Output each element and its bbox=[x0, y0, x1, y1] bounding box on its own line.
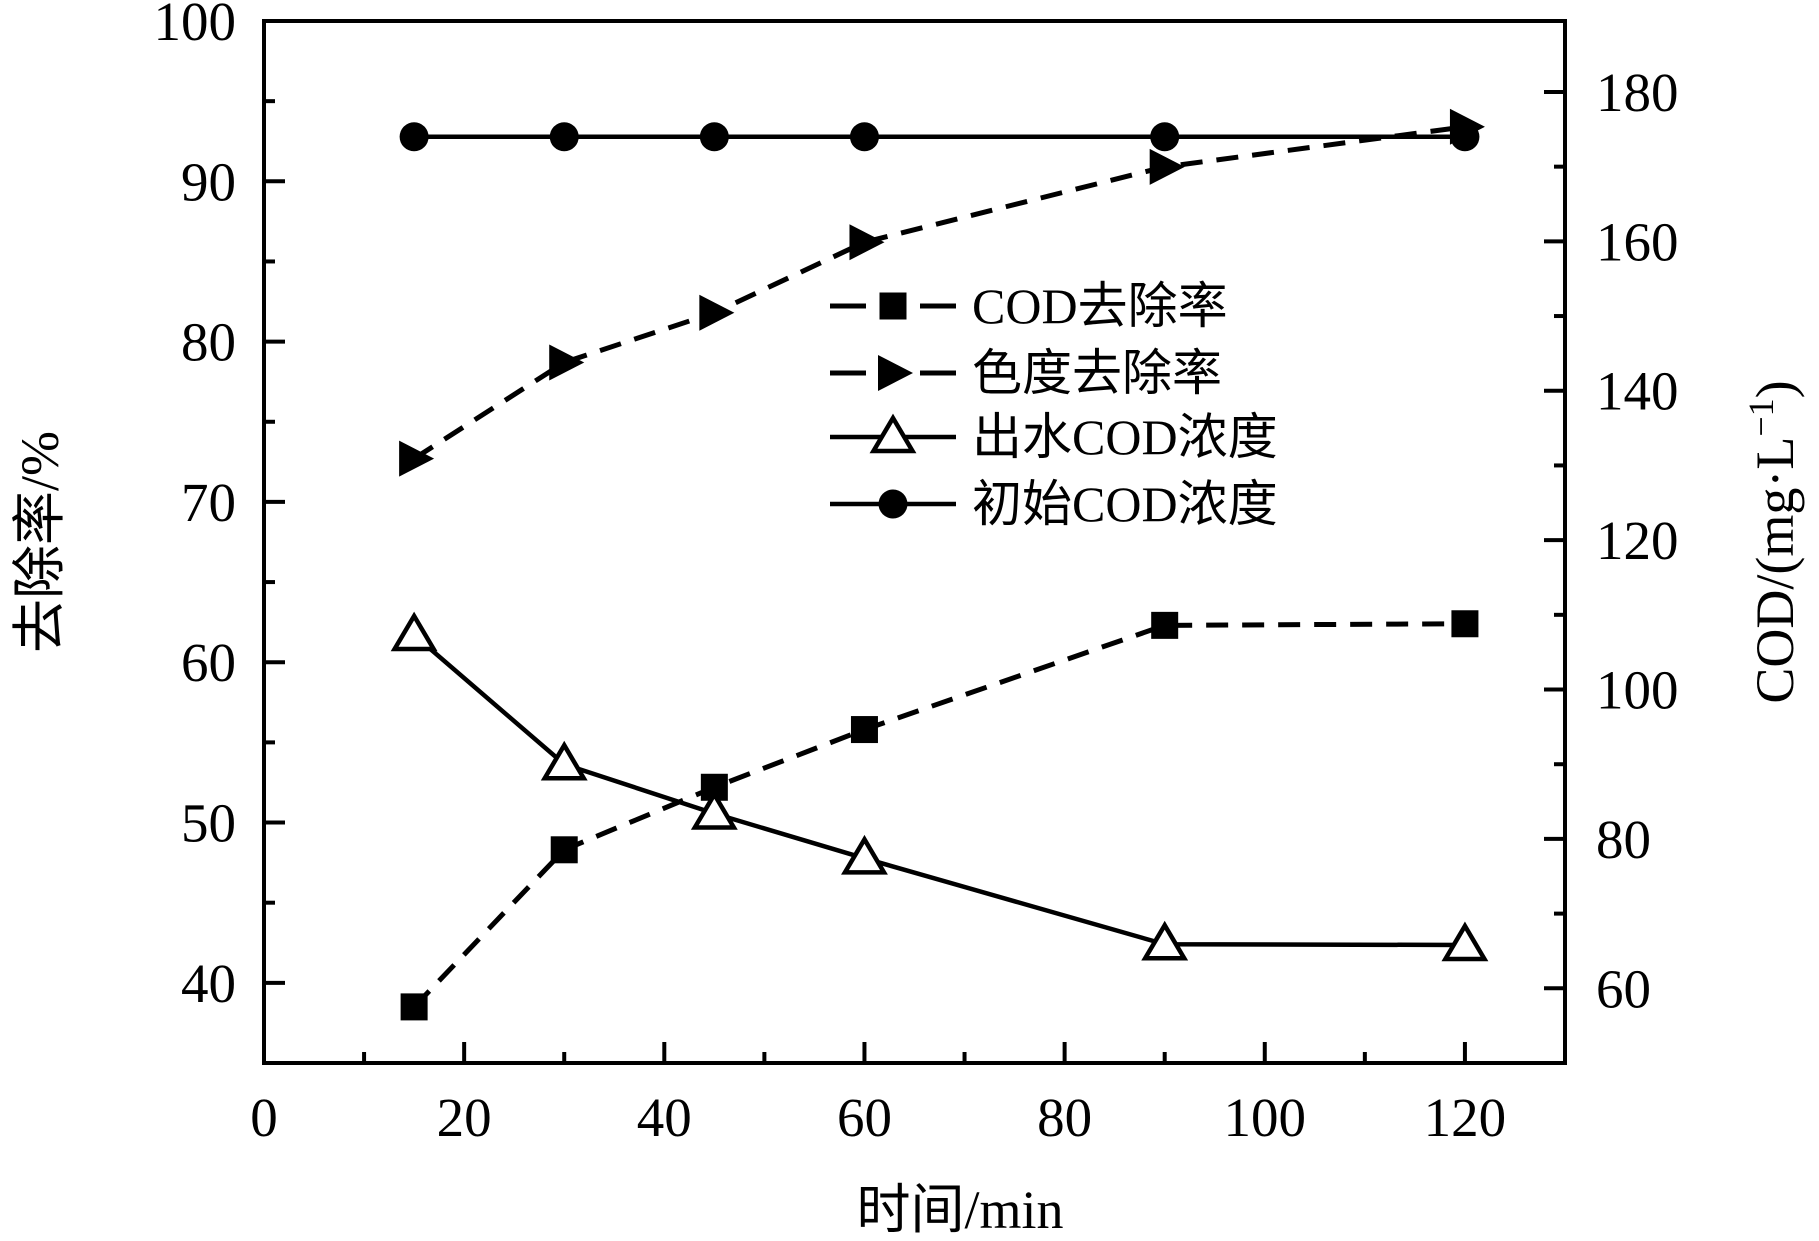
y-left-axis-title: 去除率/% bbox=[10, 431, 70, 653]
data-point-marker-open-triangle bbox=[540, 740, 588, 781]
tick-labels: 0 20 40 60 80 100 120 40 50 60 70 80 90 100 60 80 100 120… bbox=[154, 0, 1679, 1148]
x-tick-label: 60 bbox=[837, 1087, 892, 1148]
x-tick-label: 40 bbox=[637, 1087, 692, 1148]
data-point-marker-circle bbox=[699, 122, 729, 152]
y-left-tick-label: 90 bbox=[181, 151, 236, 212]
plot-border bbox=[262, 19, 1567, 1065]
y-left-tick-label: 80 bbox=[181, 312, 236, 373]
data-point-marker-square bbox=[550, 836, 578, 864]
axis-ticks bbox=[262, 19, 1565, 1063]
legend-label: 出水COD浓度 bbox=[972, 409, 1278, 465]
series-line bbox=[412, 633, 1465, 948]
data-point-marker-circle bbox=[399, 122, 429, 152]
data-point-marker-right-triangle bbox=[699, 294, 735, 331]
y-right-tick-label: 80 bbox=[1596, 809, 1651, 870]
series-chroma-removal-rate bbox=[399, 108, 1485, 477]
data-point-marker-open-triangle bbox=[841, 834, 888, 875]
y-left-tick-label: 70 bbox=[181, 472, 236, 533]
x-tick-label: 120 bbox=[1424, 1087, 1507, 1148]
data-point-marker-right-triangle bbox=[1149, 148, 1185, 185]
x-tick-label: 20 bbox=[437, 1087, 492, 1148]
legend-item-initial-cod: 初始COD浓度 bbox=[830, 476, 1278, 532]
y-right-tick-label: 60 bbox=[1596, 958, 1651, 1019]
legend-label: COD去除率 bbox=[972, 278, 1228, 334]
series-cod-removal-rate bbox=[400, 610, 1479, 1021]
series-effluent-cod bbox=[390, 611, 1489, 962]
data-point-marker-circle bbox=[549, 122, 579, 152]
legend-item-cod-removal-rate: COD去除率 bbox=[830, 278, 1228, 334]
data-point-marker-square bbox=[850, 716, 878, 744]
x-tick-label: 80 bbox=[1037, 1087, 1092, 1148]
data-point-marker-circle bbox=[1150, 122, 1180, 152]
data-point-marker-square bbox=[879, 292, 907, 320]
data-point-marker-circle bbox=[1450, 122, 1480, 152]
data-point-marker-open-triangle bbox=[390, 611, 438, 652]
data-point-marker-open-triangle bbox=[690, 790, 738, 830]
data-point-marker-square bbox=[1451, 610, 1479, 638]
y-left-tick-label: 50 bbox=[181, 793, 236, 854]
x-tick-label: 100 bbox=[1224, 1087, 1307, 1148]
data-point-marker-square bbox=[400, 993, 428, 1021]
legend-label: 初始COD浓度 bbox=[972, 476, 1278, 532]
y-right-axis-title: COD/(mg·L−1) bbox=[1741, 380, 1805, 703]
legend-label: 色度去除率 bbox=[972, 345, 1222, 401]
x-tick-label: 0 bbox=[250, 1087, 278, 1148]
y-right-tick-label: 140 bbox=[1596, 361, 1679, 422]
data-point-marker-right-triangle bbox=[849, 224, 885, 261]
data-point-marker-right-triangle bbox=[399, 440, 435, 477]
data-point-marker-square bbox=[1151, 611, 1179, 639]
legend-item-effluent-cod: 出水COD浓度 bbox=[830, 409, 1278, 465]
y-left-tick-label: 40 bbox=[181, 953, 236, 1014]
x-axis-title: 时间/min bbox=[856, 1180, 1063, 1240]
y-right-tick-label: 160 bbox=[1596, 211, 1679, 272]
legend-item-chroma-removal-rate: 色度去除率 bbox=[830, 345, 1222, 401]
data-point-marker-circle bbox=[849, 122, 879, 152]
series-initial-cod bbox=[399, 122, 1480, 152]
y-left-tick-label: 60 bbox=[181, 632, 236, 693]
y-left-tick-label: 100 bbox=[154, 0, 237, 52]
data-point-marker-right-triangle bbox=[878, 355, 913, 391]
data-point-marker-right-triangle bbox=[549, 344, 585, 381]
data-point-marker-open-triangle bbox=[869, 413, 917, 454]
data-point-marker-circle bbox=[878, 489, 908, 519]
y-right-tick-label: 120 bbox=[1596, 510, 1679, 571]
series-line bbox=[412, 621, 1465, 1009]
data-point-marker-open-triangle bbox=[1441, 921, 1489, 962]
data-point-marker-open-triangle bbox=[1141, 920, 1189, 961]
series-line bbox=[412, 124, 1466, 461]
y-right-tick-label: 100 bbox=[1596, 660, 1679, 721]
y-right-tick-label: 180 bbox=[1596, 62, 1679, 123]
